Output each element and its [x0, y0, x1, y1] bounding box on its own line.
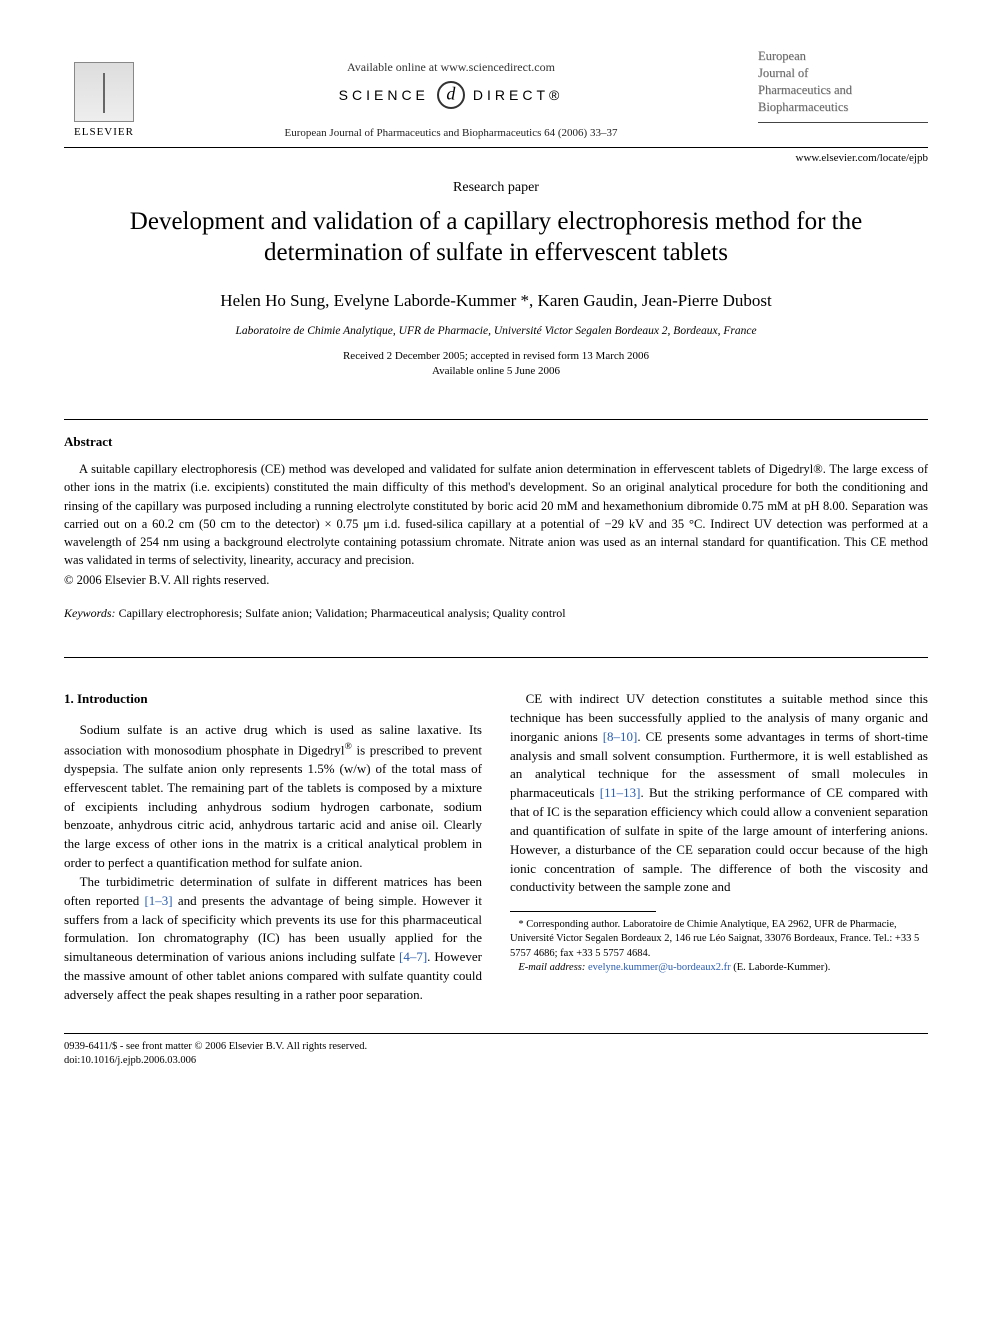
keywords-text: Capillary electrophoresis; Sulfate anion… — [116, 606, 566, 620]
intro-paragraph-2: The turbidimetric determination of sulfa… — [64, 873, 482, 1005]
corresponding-author-footnote: * Corresponding author. Laboratoire de C… — [510, 918, 928, 975]
body-columns: 1. Introduction Sodium sulfate is an act… — [64, 690, 928, 1005]
email-address[interactable]: evelyne.kummer@u-bordeaux2.fr — [588, 962, 731, 973]
footnote-block: * Corresponding author. Laboratoire de C… — [510, 911, 928, 975]
journal-box-line: Journal of — [758, 65, 928, 82]
abstract-copyright: © 2006 Elsevier B.V. All rights reserved… — [64, 573, 928, 588]
footnote-corr: * Corresponding author. Laboratoire de C… — [510, 918, 928, 961]
footer-text: 0939-6411/$ - see front matter © 2006 El… — [64, 1040, 928, 1068]
keywords-label: Keywords: — [64, 606, 116, 620]
paper-type: Research paper — [64, 180, 928, 196]
ref-link[interactable]: [4–7] — [399, 949, 427, 964]
authors: Helen Ho Sung, Evelyne Laborde-Kummer *,… — [64, 291, 928, 311]
journal-box-line: Pharmaceutics and — [758, 82, 928, 99]
locate-url[interactable]: www.elsevier.com/locate/ejpb — [64, 152, 928, 164]
keywords-line: Keywords: Capillary electrophoresis; Sul… — [64, 606, 928, 621]
registered-mark: ® — [345, 741, 352, 752]
header-rule — [64, 147, 928, 148]
p1b: is prescribed to prevent dyspepsia. The … — [64, 742, 482, 870]
received-date: Received 2 December 2005; accepted in re… — [64, 349, 928, 364]
sciencedirect-logo: SCIENCE DIRECT® — [339, 81, 564, 109]
intro-paragraph-3: CE with indirect UV detection constitute… — [510, 690, 928, 897]
intro-paragraph-1: Sodium sulfate is an active drug which i… — [64, 721, 482, 873]
ref-link[interactable]: [11–13] — [600, 785, 641, 800]
abstract-body: A suitable capillary electrophoresis (CE… — [64, 460, 928, 569]
abstract-text: A suitable capillary electrophoresis (CE… — [64, 462, 928, 567]
elsevier-label: ELSEVIER — [74, 126, 134, 138]
available-date: Available online 5 June 2006 — [64, 364, 928, 379]
sd-text-left: SCIENCE — [339, 87, 429, 103]
ref-link[interactable]: [8–10] — [603, 729, 638, 744]
available-online-text: Available online at www.sciencedirect.co… — [160, 60, 742, 75]
p3c: . But the striking performance of CE com… — [510, 785, 928, 894]
journal-box-line: Biopharmaceutics — [758, 99, 928, 116]
center-header: Available online at www.sciencedirect.co… — [144, 48, 758, 139]
journal-reference: European Journal of Pharmaceutics and Bi… — [160, 127, 742, 139]
journal-box-line: European — [758, 48, 928, 65]
elsevier-tree-icon — [74, 62, 134, 122]
affiliation: Laboratoire de Chimie Analytique, UFR de… — [64, 325, 928, 337]
footer-rule — [64, 1033, 928, 1034]
journal-box-rule — [758, 122, 928, 123]
email-tail: (E. Laborde-Kummer). — [731, 962, 831, 973]
footer-doi: doi:10.1016/j.ejpb.2006.03.006 — [64, 1054, 928, 1068]
dates-block: Received 2 December 2005; accepted in re… — [64, 349, 928, 380]
paper-title: Development and validation of a capillar… — [84, 206, 908, 269]
footer-line-1: 0939-6411/$ - see front matter © 2006 El… — [64, 1040, 928, 1054]
abstract-heading: Abstract — [64, 434, 928, 450]
footnote-email-line: E-mail address: evelyne.kummer@u-bordeau… — [510, 961, 928, 975]
introduction-heading: 1. Introduction — [64, 690, 482, 709]
ref-link[interactable]: [1–3] — [144, 893, 172, 908]
journal-title-box-wrap: European Journal of Pharmaceutics and Bi… — [758, 48, 928, 123]
email-label: E-mail address: — [518, 962, 585, 973]
footnote-separator — [510, 911, 656, 912]
journal-title-box: European Journal of Pharmaceutics and Bi… — [758, 48, 928, 123]
header-row: ELSEVIER Available online at www.science… — [64, 48, 928, 139]
sd-swoosh-icon — [437, 81, 465, 109]
elsevier-logo: ELSEVIER — [64, 48, 144, 138]
sd-text-right: DIRECT® — [473, 87, 563, 103]
